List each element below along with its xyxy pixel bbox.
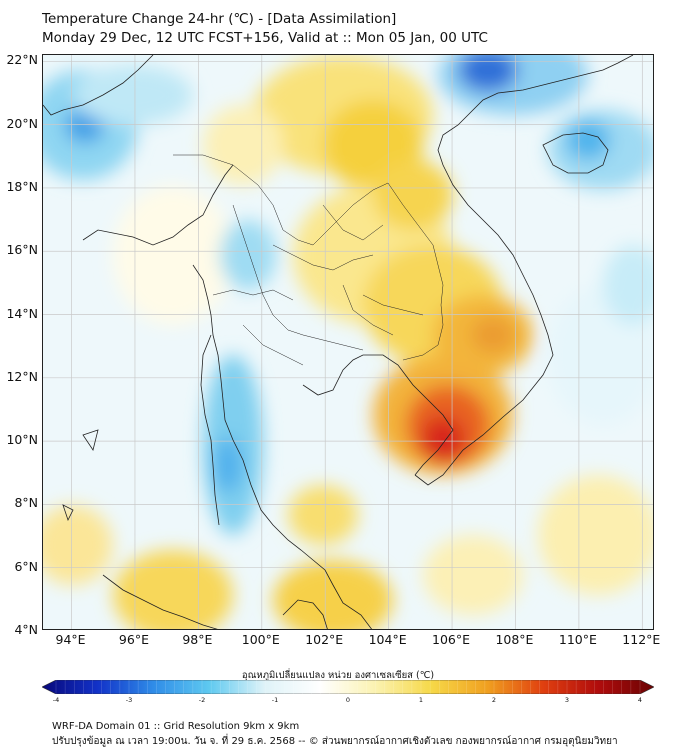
lat-tick-label: 4°N xyxy=(14,622,38,637)
lat-tick-label: 16°N xyxy=(6,242,38,258)
lat-tick-label: 6°N xyxy=(14,558,38,574)
lat-tick-label: 22°N xyxy=(6,52,38,68)
lon-tick-label: 94°E xyxy=(55,632,86,647)
colorbar-tick-label: 0 xyxy=(345,696,351,704)
lon-tick-label: 108°E xyxy=(495,632,534,647)
colorbar-tick-label: 4 xyxy=(637,696,643,704)
temperature-change-map xyxy=(42,54,654,630)
colorbar-tick-label: -3 xyxy=(125,696,133,704)
chart-title: Temperature Change 24-hr (℃) - [Data Ass… xyxy=(42,11,397,27)
lon-tick-label: 96°E xyxy=(118,632,149,647)
colorbar-tick-label: 2 xyxy=(491,696,497,704)
colorbar-tick-label: -1 xyxy=(271,696,279,704)
colorbar-tick-label: 3 xyxy=(564,696,570,704)
lon-tick-label: 104°E xyxy=(368,632,407,647)
colorbar xyxy=(42,680,654,694)
lat-lon-grid xyxy=(43,55,653,629)
lat-tick-label: 14°N xyxy=(6,305,38,321)
lat-tick-label: 12°N xyxy=(6,368,38,384)
lon-tick-label: 112°E xyxy=(622,632,661,647)
colorbar-tick-label: -4 xyxy=(52,696,60,704)
lon-tick-label: 110°E xyxy=(558,632,597,647)
footer-model-info: WRF-DA Domain 01 :: Grid Resolution 9km … xyxy=(52,721,300,732)
chart-subtitle: Monday 29 Dec, 12 UTC FCST+156, Valid at… xyxy=(42,30,488,46)
footer-update-info: ปรับปรุงข้อมูล ณ เวลา 19:00น. วัน จ. ที่… xyxy=(52,736,618,747)
colorbar-gradient xyxy=(42,680,654,694)
lat-tick-label: 8°N xyxy=(14,495,38,511)
lon-tick-label: 100°E xyxy=(241,632,280,647)
colorbar-tick-label: -2 xyxy=(198,696,206,704)
lon-tick-label: 98°E xyxy=(182,632,213,647)
admin-borders xyxy=(173,154,444,366)
lat-tick-label: 20°N xyxy=(6,115,38,131)
colorbar-tick-label: 1 xyxy=(418,696,424,704)
lat-tick-label: 10°N xyxy=(6,432,38,448)
lon-tick-label: 102°E xyxy=(305,632,344,647)
map-canvas xyxy=(43,55,653,629)
lon-tick-label: 106°E xyxy=(432,632,471,647)
coastlines xyxy=(43,55,634,629)
lat-tick-label: 18°N xyxy=(6,178,38,194)
colorbar-title: อุณหภูมิเปลี่ยนแปลง หน่วย องศาเซลเซียส (… xyxy=(241,670,435,681)
